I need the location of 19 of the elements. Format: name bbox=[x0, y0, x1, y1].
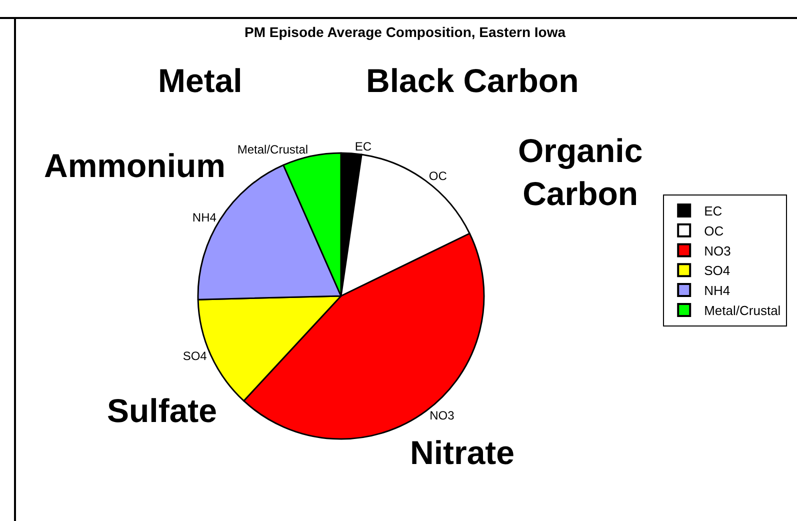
legend-label: Metal/Crustal bbox=[704, 303, 781, 318]
text: Sulfate bbox=[107, 392, 218, 429]
text: Ammonium bbox=[44, 147, 226, 184]
legend-label: EC bbox=[704, 204, 722, 219]
legend-label: NH4 bbox=[704, 283, 730, 298]
legend-label: SO4 bbox=[704, 263, 730, 278]
text: Black Carbon bbox=[366, 62, 579, 99]
slice-label: SO4 bbox=[182, 349, 208, 364]
text: Metal bbox=[158, 62, 242, 99]
slice-label: OC bbox=[428, 169, 448, 184]
chart-title: PM Episode Average Composition, Eastern Iowa bbox=[244, 24, 566, 40]
slice-label: NH4 bbox=[192, 210, 217, 224]
text: Nitrate bbox=[410, 434, 515, 471]
slice-label: Metal/Crustal bbox=[237, 142, 308, 156]
slice-label: EC bbox=[354, 139, 372, 154]
legend-label: NO3 bbox=[704, 243, 731, 258]
text: Organic Carbon bbox=[518, 132, 643, 212]
slice-label: NO3 bbox=[430, 408, 455, 422]
legend-label: OC bbox=[704, 223, 724, 238]
